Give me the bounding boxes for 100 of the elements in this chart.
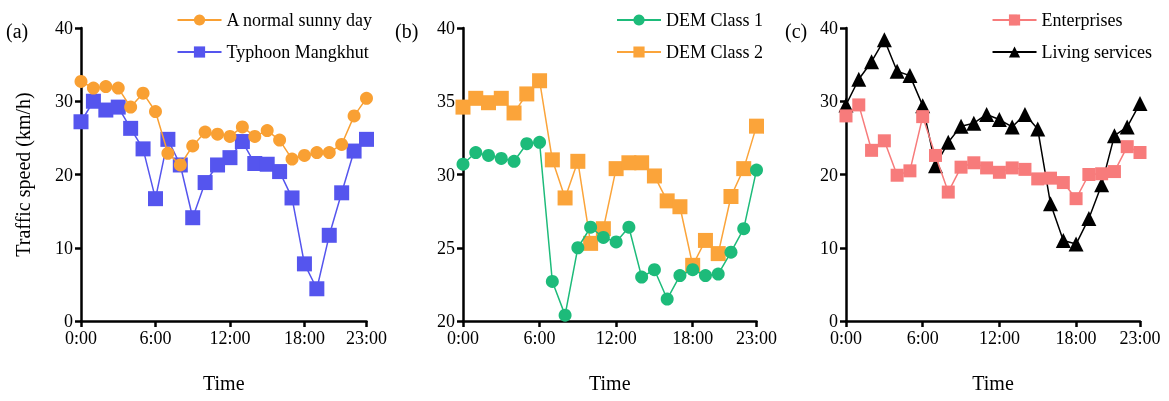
y-tick-label: 10: [55, 237, 73, 258]
point: [123, 120, 139, 136]
point: [1030, 121, 1046, 137]
point: [360, 91, 373, 105]
x-axis-title: Time: [202, 372, 245, 394]
legend-label: Typhoon Mangkhut: [226, 42, 369, 62]
point: [284, 190, 300, 206]
point: [865, 143, 879, 157]
point: [902, 68, 918, 84]
point: [211, 127, 225, 141]
point: [954, 160, 968, 174]
x-tick-label: 6:00: [906, 328, 939, 348]
point: [186, 139, 200, 153]
point: [711, 267, 725, 281]
point: [248, 129, 262, 143]
y-tick-label: 10: [820, 237, 838, 258]
point: [468, 90, 484, 106]
x-tick-label: 6:00: [523, 328, 556, 348]
point: [609, 235, 623, 249]
point: [469, 146, 483, 160]
y-tick-label: 40: [55, 18, 73, 38]
point: [724, 245, 738, 259]
point: [1082, 168, 1096, 181]
x-tick-label: 18:00: [672, 328, 714, 348]
point: [1056, 176, 1070, 190]
y-tick-label: 0: [829, 311, 838, 331]
point: [1031, 172, 1045, 186]
point: [198, 125, 212, 139]
point: [1119, 119, 1135, 135]
y-axis-title: Traffic speed (km/h): [12, 92, 35, 257]
point: [1107, 165, 1121, 179]
legend-label: Living services: [1041, 42, 1153, 62]
point: [297, 148, 311, 162]
point: [1004, 119, 1020, 135]
x-tick-label: 0:00: [64, 328, 98, 348]
point: [890, 168, 904, 182]
point: [571, 241, 585, 255]
point: [347, 109, 361, 123]
point: [73, 114, 89, 130]
point: [1068, 236, 1084, 252]
point: [686, 263, 700, 277]
y-tick-label: 20: [437, 311, 455, 331]
x-tick-label: 0:00: [446, 328, 480, 348]
point: [916, 110, 930, 124]
point: [321, 227, 337, 243]
chart-title: (a): [6, 20, 29, 43]
point: [583, 235, 599, 251]
legend-label: A normal sunny day: [226, 10, 373, 30]
point: [545, 274, 559, 288]
x-tick-label: 12:00: [978, 328, 1020, 348]
point: [647, 263, 661, 277]
point: [148, 105, 162, 118]
y-tick-label: 20: [55, 164, 73, 185]
point: [135, 141, 151, 157]
point: [889, 63, 905, 79]
point: [147, 191, 163, 207]
point: [1055, 232, 1071, 248]
point: [1132, 95, 1148, 111]
point: [1095, 167, 1109, 181]
chart-title: (b): [395, 20, 419, 43]
point: [1106, 128, 1122, 144]
point: [161, 146, 175, 160]
point: [493, 90, 509, 106]
y-tick-label: 0: [64, 311, 73, 331]
point: [557, 190, 573, 206]
point: [260, 124, 274, 138]
point: [494, 151, 508, 165]
y-tick-label: 30: [55, 91, 73, 112]
point: [953, 118, 969, 134]
point: [698, 269, 712, 283]
point: [482, 148, 496, 162]
point: [160, 131, 176, 147]
point: [966, 115, 982, 131]
point: [864, 54, 880, 70]
point: [1081, 210, 1097, 226]
point: [481, 95, 497, 111]
point: [1133, 146, 1147, 160]
point: [558, 308, 572, 322]
point: [334, 185, 350, 201]
point: [273, 133, 287, 147]
point: [1043, 196, 1059, 212]
x-tick-label: 6:00: [139, 328, 172, 348]
y-tick-label: 30: [820, 91, 838, 112]
point: [520, 137, 534, 151]
point: [99, 80, 113, 94]
point: [235, 120, 249, 134]
x-axis-title: Time: [972, 372, 1014, 394]
point: [877, 134, 891, 148]
x-tick-label: 18:00: [1055, 328, 1097, 348]
x-tick-label: 23:00: [735, 328, 778, 348]
point: [672, 199, 688, 215]
point: [1044, 171, 1058, 185]
point: [1005, 161, 1019, 175]
point: [992, 165, 1006, 179]
point: [197, 175, 213, 191]
point: [506, 105, 522, 121]
point: [710, 246, 726, 262]
x-tick-label: 18:00: [283, 328, 325, 348]
point: [1017, 106, 1033, 122]
point: [359, 131, 374, 147]
